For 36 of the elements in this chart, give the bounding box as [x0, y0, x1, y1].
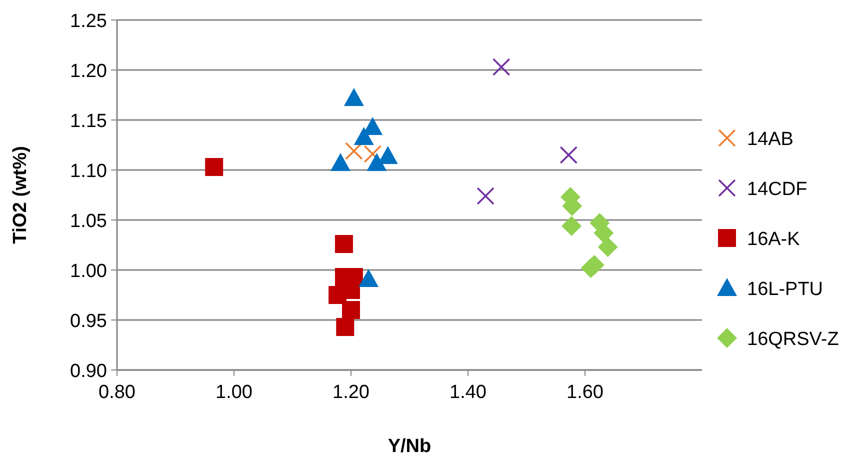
x-tick-label: 1.60	[566, 382, 604, 403]
y-tick-label: 1.10	[70, 161, 107, 182]
legend-label: 16L-PTU	[747, 279, 824, 300]
point	[330, 153, 350, 171]
point	[345, 142, 363, 160]
point	[562, 216, 582, 236]
point	[342, 301, 360, 319]
x-tick-label: 1.00	[216, 382, 252, 403]
point	[358, 269, 379, 287]
point	[598, 237, 618, 257]
point	[560, 146, 578, 164]
x-tick-label: 1.40	[450, 382, 486, 403]
y-tick-label: 0.90	[70, 361, 107, 382]
y-tick-label: 0.95	[70, 311, 107, 332]
x-tick-label: 1.20	[332, 382, 370, 403]
y-tick-label: 1.20	[70, 61, 107, 82]
y-tick-label: 1.00	[70, 261, 107, 282]
point	[205, 158, 224, 176]
point	[344, 88, 364, 106]
legend-label: 16A-K	[747, 229, 800, 250]
legend-label: 14CDF	[747, 179, 808, 200]
y-axis-title: TiO2 (wt%)	[10, 146, 31, 244]
y-tick-label: 1.05	[70, 211, 107, 232]
y-tick-label: 1.25	[70, 11, 107, 32]
point	[366, 153, 387, 171]
point	[364, 145, 382, 163]
x-tick-label: 0.80	[98, 382, 136, 403]
point	[354, 127, 374, 145]
point	[334, 235, 353, 253]
point	[336, 318, 354, 336]
legend-label: 14AB	[747, 129, 794, 150]
point	[492, 58, 510, 76]
x-axis-title: Y/Nb	[388, 436, 432, 457]
legend-label: 16QRSV-Z	[747, 329, 840, 350]
point	[476, 187, 494, 205]
y-tick-label: 1.15	[70, 111, 107, 132]
